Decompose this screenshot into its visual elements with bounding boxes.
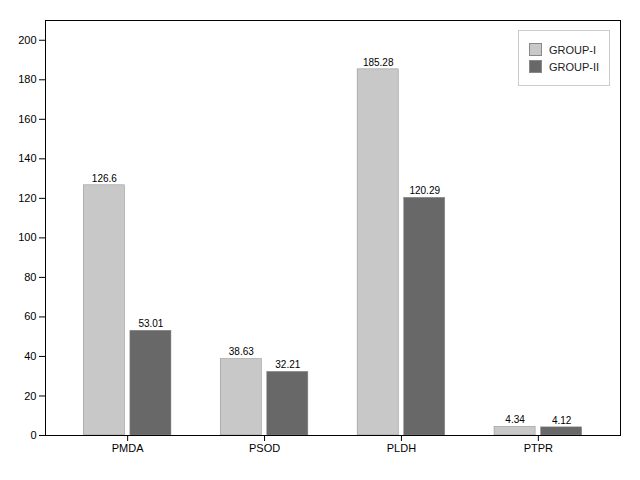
svg-text:20: 20 (24, 389, 36, 401)
svg-text:4.12: 4.12 (552, 415, 572, 426)
svg-text:180: 180 (18, 73, 36, 85)
svg-text:4.34: 4.34 (505, 414, 525, 425)
html-text:GROUP-I: GROUP-I (548, 43, 596, 56)
svg-text:PTPR: PTPR (524, 442, 553, 454)
svg-text:PSOD: PSOD (249, 442, 280, 454)
svg-text:PMDA: PMDA (112, 442, 144, 454)
svg-text:126.6: 126.6 (92, 173, 117, 184)
svg-text:80: 80 (24, 271, 36, 283)
svg-text:200: 200 (18, 34, 36, 46)
html-text:GROUP-II: GROUP-II (548, 60, 599, 73)
svg-text:185.28: 185.28 (363, 57, 394, 68)
svg-text:60: 60 (24, 310, 36, 322)
svg-text:160: 160 (18, 113, 36, 125)
svg-text:120: 120 (18, 192, 36, 204)
svg-text:0: 0 (30, 429, 36, 441)
svg-text:53.01: 53.01 (138, 318, 163, 329)
svg-text:140: 140 (18, 152, 36, 164)
svg-text:32.21: 32.21 (275, 359, 300, 370)
svg-text:PLDH: PLDH (387, 442, 416, 454)
svg-text:38.63: 38.63 (229, 346, 254, 357)
svg-text:40: 40 (24, 350, 36, 362)
svg-text:100: 100 (18, 231, 36, 243)
svg-text:120.29: 120.29 (409, 185, 440, 196)
